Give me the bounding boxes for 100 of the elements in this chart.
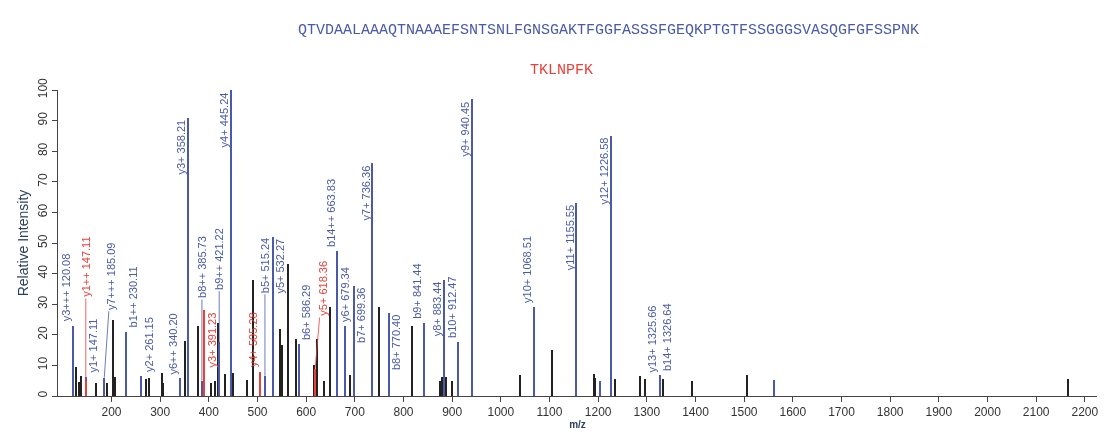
bar bbox=[95, 383, 97, 396]
x-tick-label: 500 bbox=[247, 405, 268, 420]
bar bbox=[551, 350, 553, 396]
data-label: y3+ 358.21 bbox=[175, 119, 188, 175]
data-label: b14++ 663.83 bbox=[324, 178, 337, 247]
y-tick-label: 60 bbox=[36, 203, 51, 218]
bar bbox=[746, 375, 748, 396]
bar bbox=[614, 379, 616, 396]
x-axis-title: m/z bbox=[569, 419, 586, 431]
bar bbox=[106, 383, 108, 396]
x-tick-label: 1400 bbox=[682, 405, 710, 420]
data-label: b8+ 770.40 bbox=[390, 314, 403, 370]
bar bbox=[575, 203, 577, 396]
x-tick-label: 1500 bbox=[730, 405, 758, 420]
data-label: b9+ 841.44 bbox=[410, 263, 423, 319]
data-label: b6+ 586.29 bbox=[300, 284, 313, 340]
y-axis-title: Relative Intensity bbox=[14, 189, 31, 297]
x-tick-label: 1900 bbox=[925, 405, 953, 420]
x-tick-label: 1100 bbox=[536, 405, 563, 420]
y-tick-label: 50 bbox=[36, 234, 51, 248]
bar bbox=[187, 118, 189, 396]
bar bbox=[411, 326, 413, 396]
bar bbox=[140, 376, 142, 396]
bar bbox=[145, 379, 147, 396]
x-tick-label: 1600 bbox=[779, 405, 807, 420]
x-tick-label: 2200 bbox=[1071, 405, 1099, 420]
bar bbox=[644, 379, 646, 396]
x-tick-label: 2000 bbox=[974, 405, 1002, 420]
x-tick-label: 300 bbox=[150, 405, 171, 420]
bar bbox=[439, 381, 441, 396]
bar bbox=[179, 378, 181, 396]
x-tick-label: 1300 bbox=[633, 405, 661, 420]
y-tick-label: 100 bbox=[36, 77, 51, 99]
data-label: y10+ 1068.51 bbox=[521, 235, 534, 303]
bar bbox=[639, 376, 641, 396]
bar bbox=[519, 375, 521, 396]
data-label: y4+ 445.24 bbox=[218, 92, 231, 148]
annotation: y13+ 1325.66 bbox=[646, 305, 659, 373]
data-label: b5+ 515.24 bbox=[258, 237, 271, 294]
y-tick-label: 30 bbox=[36, 295, 51, 310]
x-tick-label: 700 bbox=[344, 405, 366, 420]
bar bbox=[298, 344, 300, 396]
bar bbox=[80, 376, 82, 396]
x-tick-label: 600 bbox=[296, 405, 317, 420]
data-label: y5+ 618.36 bbox=[316, 260, 329, 316]
data-label: b7+ 699.36 bbox=[355, 287, 368, 343]
x-tick-label: 400 bbox=[198, 405, 220, 420]
bar bbox=[323, 381, 325, 396]
bar bbox=[329, 307, 331, 396]
y-tick-label: 80 bbox=[36, 142, 51, 157]
y-tick-label: 90 bbox=[36, 111, 51, 126]
y-tick-label: 10 bbox=[36, 356, 51, 371]
data-label: y3+++ 120.08 bbox=[60, 253, 73, 322]
bar bbox=[112, 320, 114, 396]
x-tick-label: 1000 bbox=[487, 405, 515, 420]
y-tick-label: 70 bbox=[36, 173, 51, 187]
bar bbox=[125, 332, 127, 396]
x-tick-label: 1800 bbox=[876, 405, 904, 420]
bar bbox=[279, 329, 281, 396]
bar bbox=[610, 136, 612, 396]
bar bbox=[72, 326, 74, 396]
bar bbox=[691, 381, 693, 396]
y-tick-label: 0 bbox=[36, 390, 51, 398]
x-tick-label: 2100 bbox=[1022, 405, 1050, 420]
bar bbox=[388, 313, 390, 396]
bar bbox=[295, 339, 297, 396]
bar bbox=[445, 377, 447, 396]
bar bbox=[659, 375, 661, 396]
data-label: y3+ 391.23 bbox=[205, 312, 218, 368]
bar bbox=[344, 326, 346, 396]
bar bbox=[232, 373, 234, 396]
data-label: y5+ 532.27 bbox=[273, 238, 286, 294]
y-tick-label: 40 bbox=[36, 264, 51, 279]
bar bbox=[197, 326, 199, 396]
bar bbox=[272, 237, 274, 396]
y-tick-label: 20 bbox=[36, 326, 51, 340]
data-label: b10+ 912.47 bbox=[445, 276, 458, 338]
data-label: y1+ 147.11 bbox=[87, 318, 100, 373]
bar bbox=[471, 99, 473, 396]
bar bbox=[594, 378, 596, 396]
bar bbox=[349, 375, 351, 396]
data-label: b1++ 230.11 bbox=[126, 266, 139, 328]
bar bbox=[246, 380, 248, 396]
x-tick-label: 1200 bbox=[584, 405, 612, 420]
x-tick-label: 1700 bbox=[828, 405, 856, 420]
bar bbox=[441, 377, 443, 396]
bar bbox=[443, 280, 445, 396]
bar bbox=[336, 251, 338, 396]
bar bbox=[457, 342, 459, 396]
bar bbox=[210, 383, 212, 396]
bar bbox=[287, 264, 289, 396]
data-label: y12+ 1226.58 bbox=[597, 137, 610, 205]
bar bbox=[184, 341, 186, 396]
data-label: b14+ 1326.64 bbox=[660, 303, 673, 371]
data-label: y7+++ 185.09 bbox=[105, 242, 118, 311]
x-tick-label: 900 bbox=[442, 405, 463, 420]
text: TKLNPFK bbox=[530, 62, 594, 79]
x-tick-label: 800 bbox=[393, 405, 414, 420]
bar bbox=[259, 372, 261, 396]
bar bbox=[224, 374, 226, 396]
